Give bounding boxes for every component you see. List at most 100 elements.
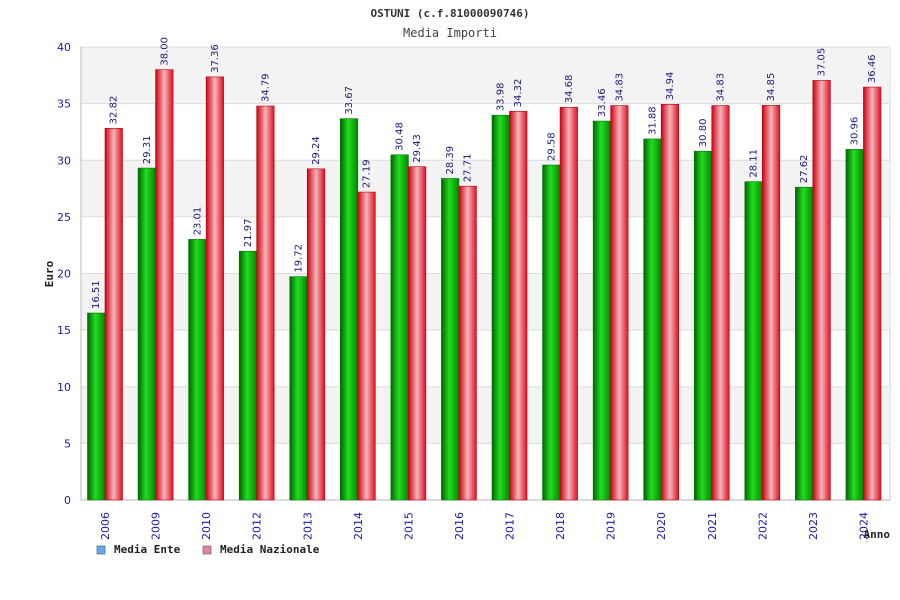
bars — [87, 69, 882, 501]
bar-media-nazionale — [458, 185, 477, 501]
x-tick-label: 2014 — [352, 512, 365, 540]
x-tick-label: 2010 — [200, 512, 213, 540]
bar-media-ente — [340, 118, 359, 501]
chart-title: OSTUNI (c.f.81000090746) — [371, 7, 530, 20]
x-tick-label: 2016 — [453, 512, 466, 540]
x-tick-label: 2017 — [504, 512, 517, 540]
bar-media-ente — [542, 164, 561, 501]
bar-media-nazionale — [711, 105, 730, 501]
bar-media-nazionale — [306, 168, 326, 501]
value-label-media-nazionale: 27.71 — [463, 154, 474, 183]
value-label-media-ente: 30.80 — [698, 119, 709, 148]
bar-media-ente — [643, 138, 662, 501]
y-tick-label: 35 — [57, 98, 71, 111]
y-tick-label: 5 — [64, 437, 71, 450]
legend-label-media-nazionale: Media Nazionale — [220, 543, 320, 556]
y-axis-ticks: 0 5 10 15 20 25 30 35 40 — [57, 41, 71, 507]
value-label-media-ente: 16.51 — [91, 280, 102, 309]
value-label-media-nazionale: 34.83 — [614, 73, 625, 102]
value-label-media-ente: 29.31 — [142, 135, 153, 164]
value-label-media-nazionale: 29.24 — [311, 136, 322, 165]
y-tick-label: 15 — [57, 324, 71, 337]
bar-media-ente — [390, 154, 409, 501]
legend: Media Ente Media Nazionale — [96, 543, 320, 556]
y-tick-label: 20 — [57, 268, 71, 281]
bar-media-ente — [592, 120, 611, 501]
value-label-media-nazionale: 34.79 — [260, 73, 271, 102]
bar-media-nazionale — [509, 111, 528, 501]
x-tick-label: 2022 — [756, 512, 769, 540]
value-label-media-nazionale: 29.43 — [412, 134, 423, 163]
value-label-media-ente: 31.88 — [647, 106, 658, 135]
value-label-media-ente: 19.72 — [294, 244, 305, 273]
value-label-media-nazionale: 32.82 — [109, 96, 120, 125]
x-tick-label: 2018 — [554, 512, 567, 540]
y-tick-label: 30 — [57, 154, 71, 167]
x-tick-label: 2021 — [706, 512, 719, 540]
bar-media-ente — [744, 181, 763, 501]
bar-media-nazionale — [104, 128, 123, 501]
value-label-media-nazionale: 34.94 — [665, 72, 676, 101]
bar-media-ente — [845, 149, 864, 501]
value-label-media-ente: 30.96 — [850, 117, 861, 146]
value-label-media-ente: 21.97 — [243, 219, 254, 248]
x-axis-ticks: 2006 2009 2010 2012 2013 2014 2015 2016 2017 2018… — [99, 512, 870, 540]
bar-media-nazionale — [762, 105, 781, 501]
value-label-media-ente: 33.46 — [597, 88, 608, 117]
bar-media-nazionale — [812, 80, 831, 501]
chart-subtitle: Media Importi — [403, 26, 497, 40]
bar-media-nazionale — [205, 76, 224, 501]
y-tick-label: 40 — [57, 41, 71, 54]
bar-media-nazionale — [155, 69, 174, 501]
value-label-media-nazionale: 37.36 — [210, 44, 221, 73]
x-tick-label: 2013 — [301, 512, 314, 540]
y-tick-label: 0 — [64, 494, 71, 507]
bar-media-ente — [441, 178, 460, 501]
x-axis-label: Anno — [864, 528, 891, 541]
x-tick-label: 2020 — [655, 512, 668, 540]
x-tick-label: 2015 — [402, 512, 415, 540]
value-label-media-ente: 23.01 — [192, 207, 203, 236]
bar-media-nazionale — [357, 191, 376, 501]
x-tick-label: 2006 — [99, 512, 112, 540]
bar-media-nazionale — [660, 104, 679, 501]
value-label-media-nazionale: 38.00 — [159, 37, 170, 66]
value-label-media-nazionale: 27.19 — [362, 159, 373, 188]
value-label-media-nazionale: 34.68 — [564, 75, 575, 104]
value-label-media-nazionale: 34.32 — [513, 79, 524, 108]
x-tick-label: 2019 — [605, 512, 618, 540]
bar-media-ente — [137, 167, 156, 501]
bar-media-ente — [491, 114, 510, 501]
x-tick-label: 2012 — [251, 512, 264, 540]
bar-media-ente — [289, 276, 308, 501]
bar-media-nazionale — [610, 105, 629, 501]
bar-media-ente — [188, 239, 207, 501]
legend-swatch-media-nazionale — [202, 545, 212, 555]
x-tick-label: 2009 — [150, 512, 163, 540]
value-label-media-ente: 28.39 — [445, 146, 456, 175]
bar-media-ente — [238, 250, 257, 501]
value-label-media-ente: 29.58 — [546, 132, 557, 161]
y-tick-label: 25 — [57, 211, 71, 224]
value-label-media-ente: 27.62 — [799, 155, 810, 184]
bar-media-ente — [87, 312, 106, 501]
bar-media-nazionale — [408, 166, 427, 501]
bar-media-nazionale — [559, 106, 578, 501]
value-label-media-ente: 30.48 — [395, 122, 406, 151]
value-label-media-ente: 33.67 — [344, 86, 355, 115]
value-label-media-ente: 28.11 — [749, 149, 760, 178]
bar-media-ente — [795, 186, 814, 501]
value-labels: 16.51 32.82 29.31 38.00 23.01 37.36 21.97 34.79… — [91, 37, 878, 309]
value-label-media-nazionale: 37.05 — [817, 48, 828, 77]
value-label-media-nazionale: 34.83 — [716, 73, 727, 102]
value-label-media-ente: 33.98 — [496, 83, 507, 112]
bar-media-nazionale — [863, 86, 882, 501]
bar-media-ente — [693, 150, 713, 501]
value-label-media-nazionale: 34.85 — [766, 73, 777, 102]
legend-label-media-ente: Media Ente — [114, 543, 181, 556]
y-axis-label: Euro — [43, 260, 56, 287]
y-tick-label: 10 — [57, 381, 71, 394]
legend-swatch-media-ente — [96, 545, 106, 555]
value-label-media-nazionale: 36.46 — [867, 54, 878, 83]
